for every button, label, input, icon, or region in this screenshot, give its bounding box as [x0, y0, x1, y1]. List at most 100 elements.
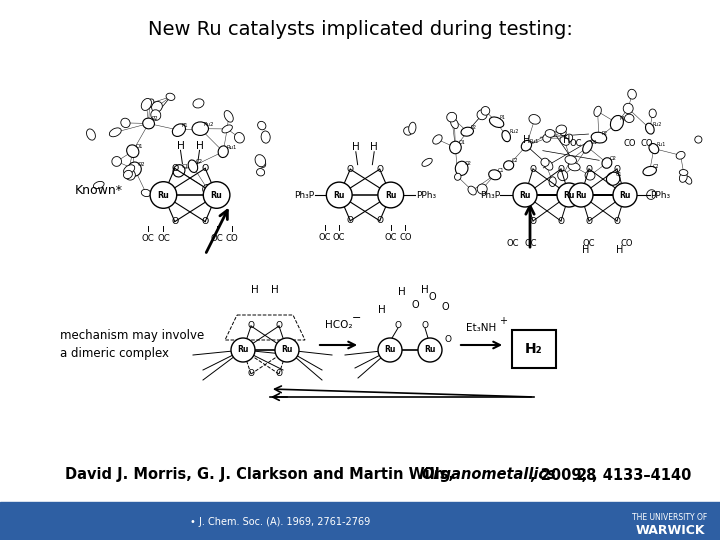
Text: Ru2: Ru2 [509, 129, 518, 134]
Ellipse shape [141, 190, 150, 197]
Ellipse shape [649, 109, 657, 118]
Ellipse shape [172, 124, 186, 137]
Ellipse shape [628, 89, 636, 99]
Ellipse shape [521, 140, 531, 151]
Text: O: O [444, 335, 451, 345]
Text: PPh₃: PPh₃ [415, 191, 436, 199]
Circle shape [513, 183, 537, 207]
Text: O2: O2 [138, 162, 145, 167]
Text: H: H [523, 135, 531, 145]
Text: CO: CO [621, 239, 634, 247]
Ellipse shape [568, 163, 580, 171]
Text: CO: CO [624, 138, 636, 147]
Text: Ru: Ru [385, 191, 397, 199]
Ellipse shape [676, 151, 685, 159]
Text: P1: P1 [620, 116, 626, 121]
Ellipse shape [193, 99, 204, 108]
Ellipse shape [404, 127, 413, 135]
Ellipse shape [255, 154, 266, 167]
Text: O: O [585, 217, 593, 226]
Ellipse shape [446, 112, 456, 122]
Text: O: O [202, 164, 209, 173]
Ellipse shape [218, 146, 228, 158]
Ellipse shape [582, 141, 593, 153]
Ellipse shape [489, 170, 501, 180]
Ellipse shape [94, 181, 104, 188]
Text: • J. Chem. Soc. (A). 1969, 2761-2769: • J. Chem. Soc. (A). 1969, 2761-2769 [190, 517, 370, 526]
Text: Ru: Ru [619, 191, 631, 199]
Text: O: O [557, 217, 564, 226]
Text: OC: OC [384, 233, 397, 242]
Text: WARWICK: WARWICK [635, 524, 705, 537]
Text: C2: C2 [512, 158, 518, 164]
Text: Ru: Ru [563, 191, 575, 199]
Ellipse shape [145, 99, 154, 108]
Text: H: H [616, 245, 624, 255]
Text: P2: P2 [152, 117, 158, 122]
Text: Ru2: Ru2 [203, 122, 214, 127]
Text: Ru: Ru [519, 191, 531, 199]
Text: OC: OC [507, 239, 519, 247]
Text: O2: O2 [464, 161, 472, 166]
Text: P2: P2 [470, 125, 476, 130]
Text: P2: P2 [602, 131, 608, 136]
Text: Ru: Ru [158, 191, 169, 199]
Ellipse shape [166, 93, 175, 100]
Text: Ru: Ru [211, 191, 222, 199]
Ellipse shape [594, 106, 601, 117]
Text: O: O [276, 369, 282, 379]
Text: C1: C1 [616, 172, 623, 177]
Text: O1: O1 [136, 144, 143, 149]
Circle shape [326, 182, 352, 208]
Text: C2: C2 [653, 164, 660, 169]
Ellipse shape [224, 111, 233, 122]
Text: 28: 28 [577, 468, 598, 483]
Text: O: O [421, 321, 428, 329]
Circle shape [231, 338, 255, 362]
Text: Ru: Ru [575, 191, 587, 199]
Ellipse shape [565, 134, 572, 142]
Text: O: O [248, 321, 254, 330]
Ellipse shape [544, 160, 553, 170]
Text: O: O [613, 217, 621, 226]
Text: Ru: Ru [424, 346, 436, 354]
Text: Ru2: Ru2 [653, 122, 662, 127]
Text: O: O [613, 165, 621, 173]
Bar [0, 502, 720, 540]
Circle shape [418, 338, 442, 362]
Circle shape [378, 182, 404, 208]
Ellipse shape [695, 136, 702, 143]
Circle shape [203, 181, 230, 208]
Text: H₂: H₂ [525, 342, 543, 356]
Text: H: H [398, 287, 406, 297]
Ellipse shape [646, 123, 654, 134]
Text: H: H [370, 142, 378, 152]
Ellipse shape [124, 165, 135, 174]
Ellipse shape [422, 158, 432, 166]
Ellipse shape [256, 168, 265, 176]
Text: Ph₃P: Ph₃P [294, 191, 315, 199]
Ellipse shape [680, 173, 687, 183]
Ellipse shape [128, 162, 141, 176]
Text: , 4133–4140: , 4133–4140 [592, 468, 691, 483]
Ellipse shape [623, 185, 631, 193]
Ellipse shape [643, 166, 657, 176]
Text: Ru1: Ru1 [657, 141, 666, 146]
Ellipse shape [409, 122, 416, 134]
Ellipse shape [202, 184, 212, 194]
Ellipse shape [455, 161, 468, 176]
Text: a dimeric complex: a dimeric complex [60, 347, 169, 360]
Ellipse shape [112, 157, 122, 166]
Text: H: H [563, 135, 571, 145]
Ellipse shape [606, 172, 620, 185]
Text: PPh₃: PPh₃ [650, 191, 670, 199]
Circle shape [275, 338, 299, 362]
Text: O: O [557, 165, 564, 173]
Ellipse shape [433, 135, 442, 144]
Text: O2: O2 [610, 156, 617, 161]
Ellipse shape [468, 186, 477, 195]
Ellipse shape [490, 117, 504, 127]
Ellipse shape [541, 158, 549, 166]
Ellipse shape [602, 158, 612, 168]
Ellipse shape [560, 137, 570, 145]
